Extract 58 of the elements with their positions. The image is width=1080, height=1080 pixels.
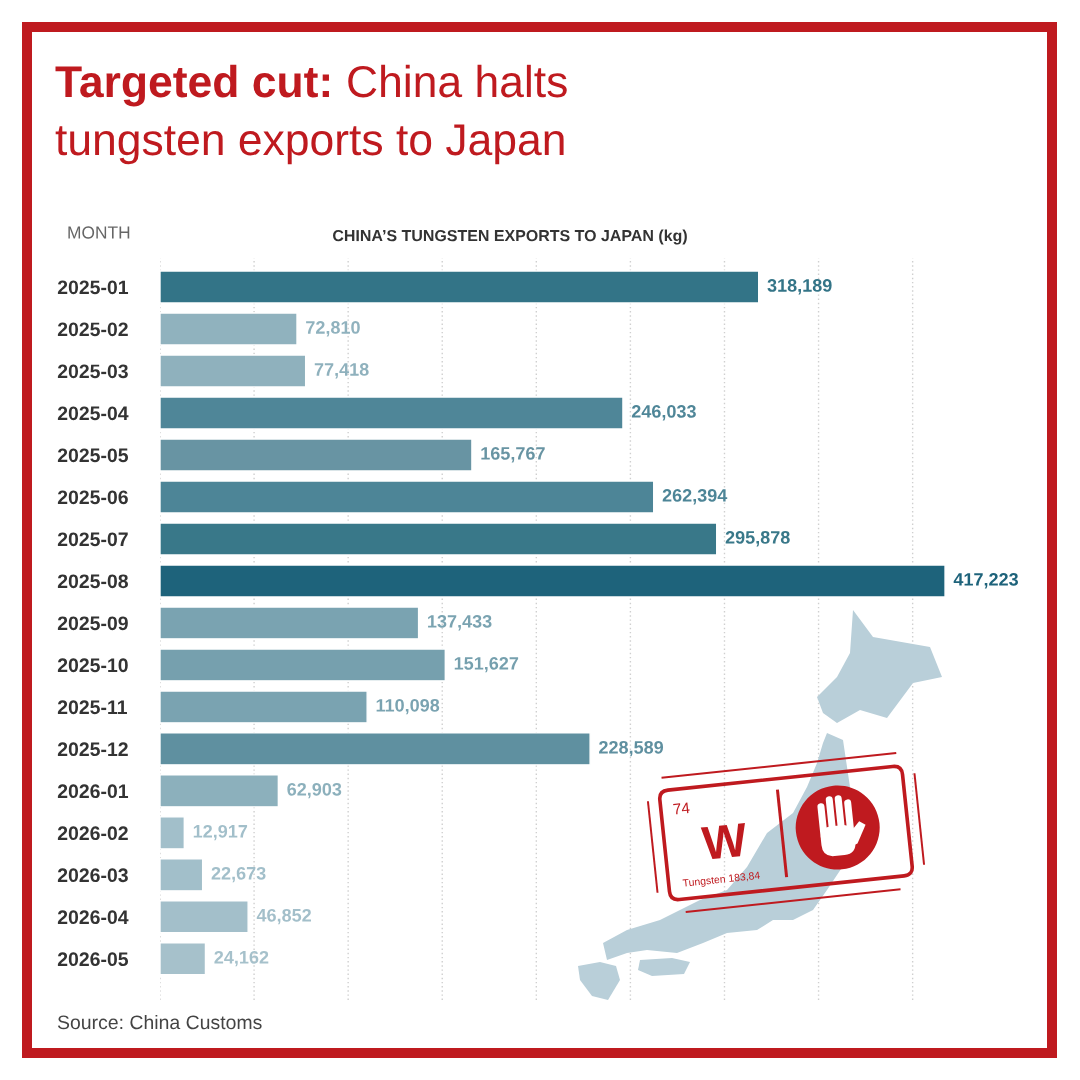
data-label: 246,033 [631,405,696,421]
data-label: 46,852 [256,908,311,925]
bar [160,774,280,808]
y-tick-label: 2026-04 [57,910,129,925]
bar [160,270,760,304]
y-axis-title: MONTH [68,226,130,239]
data-label: 151,627 [454,656,519,673]
y-tick-label: 2026-05 [57,952,129,967]
data-label: 318,189 [767,279,832,295]
y-tick-label: 2025-12 [57,742,128,757]
y-tick-label: 2026-01 [57,784,129,799]
bar [160,438,473,472]
bar [160,690,368,724]
bar [160,816,185,850]
bar [160,396,624,430]
data-label: 72,810 [306,321,360,337]
data-label: 417,223 [953,572,1018,589]
bar [160,522,718,556]
data-label: 77,418 [314,363,369,379]
y-tick-label: 2025-04 [57,406,129,421]
data-label: 165,767 [481,447,545,463]
y-tick-label: 2025-06 [57,490,128,505]
bar [160,480,655,514]
annotation: W [700,822,749,860]
y-tick-label: 2026-03 [57,868,128,883]
y-tick-label: 2026-02 [57,826,128,841]
bar [160,732,591,766]
y-tick-label: 2025-10 [57,658,128,673]
chart-title: Targeted cut: China halts tungsten exports to Japan [55,64,567,165]
y-tick-label: 2025-07 [57,532,128,547]
y-tick-label: 2025-09 [57,616,128,631]
y-tick-label: 2025-05 [57,448,129,463]
bar [160,312,298,346]
data-label: 137,433 [428,614,492,631]
x-axis-title: CHINA’S TUNGSTEN EXPORTS TO JAPAN (kg) [333,229,687,245]
source-note: Source: China Customs [57,1014,262,1030]
data-label: 62,903 [287,782,342,799]
y-tick-label: 2025-02 [57,322,128,337]
bar [160,858,204,892]
y-tick-label: 2025-08 [57,574,128,589]
data-label: 262,394 [662,489,728,505]
data-label: 228,589 [599,740,664,757]
y-tick-label: 2025-01 [57,280,129,295]
bar [160,564,946,598]
bar [160,900,249,934]
data-label: 12,917 [193,824,248,841]
data-label: 110,098 [376,698,440,715]
bar [160,942,207,976]
data-label: 295,878 [725,530,790,547]
y-tick-label: 2025-11 [57,700,127,715]
annotation: Tungsten 183,84 [682,871,761,889]
data-label: 22,673 [211,866,266,883]
bar [160,606,420,640]
bar [160,648,446,682]
y-tick-label: 2025-03 [57,364,128,379]
annotation: 74 [673,802,690,815]
data-label: 24,162 [214,950,269,967]
bar [160,354,307,388]
